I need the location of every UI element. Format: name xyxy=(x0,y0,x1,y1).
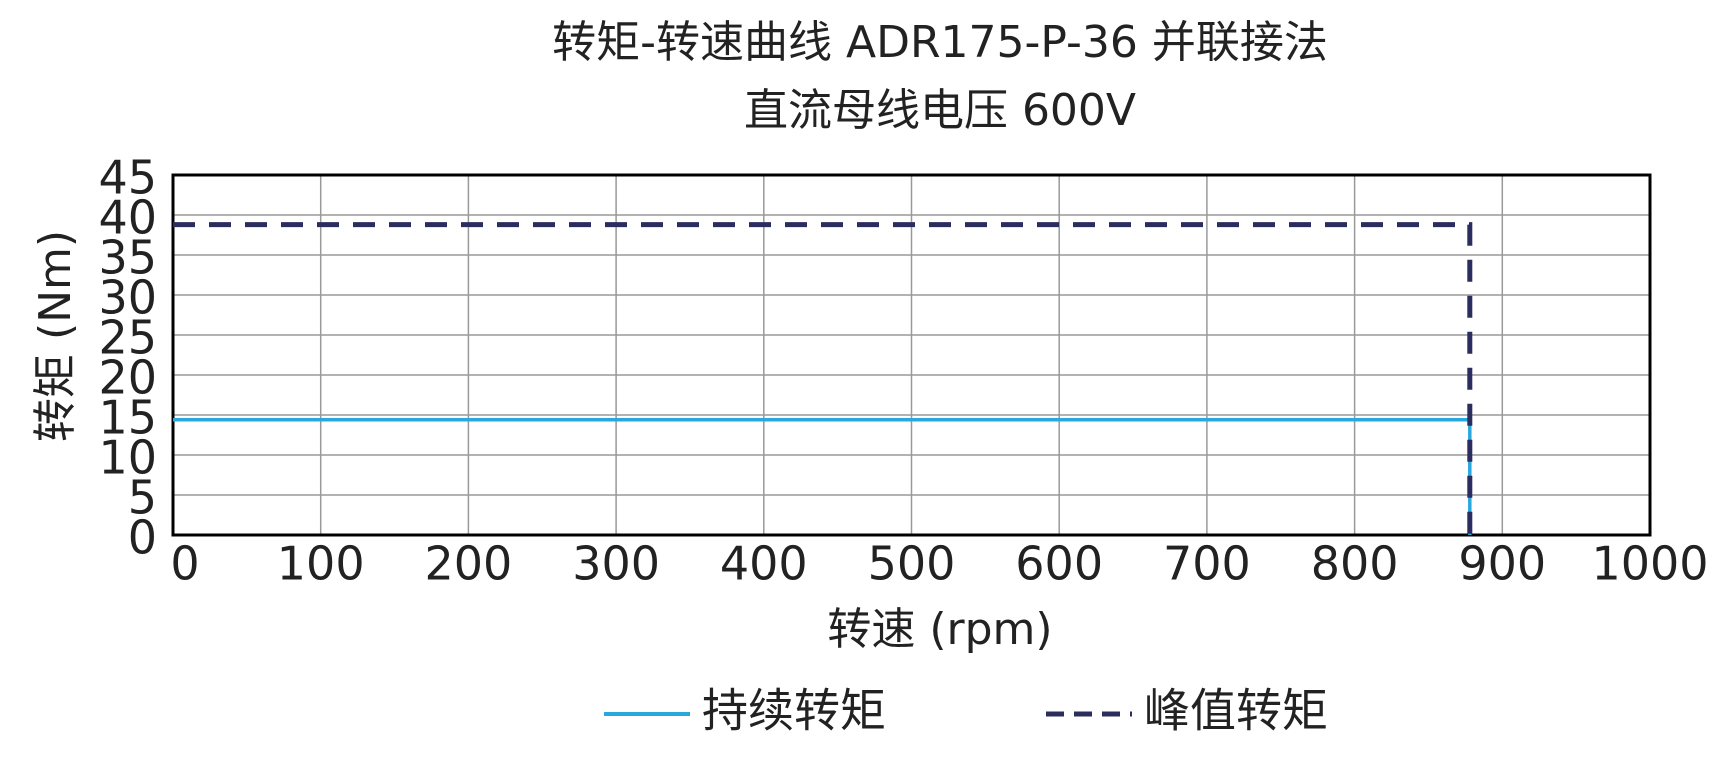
x-tick-label: 1000 xyxy=(1591,537,1708,591)
y-tick-label: 20 xyxy=(98,351,157,405)
chart-title: 转矩-转速曲线 ADR175-P-36 并联接法 xyxy=(552,17,1328,68)
x-tick-label: 600 xyxy=(1015,537,1103,591)
x-tick-label: 300 xyxy=(572,537,660,591)
x-tick-label: 0 xyxy=(170,537,199,591)
y-tick-label: 35 xyxy=(98,231,157,285)
x-tick-label: 500 xyxy=(868,537,956,591)
legend-label: 峰值转矩 xyxy=(1144,684,1328,738)
y-tick-label: 0 xyxy=(128,511,157,565)
x-tick-label: 800 xyxy=(1311,537,1399,591)
y-tick-label: 40 xyxy=(98,191,157,245)
y-tick-label: 15 xyxy=(98,391,157,445)
y-tick-label: 45 xyxy=(98,151,157,205)
plot-frame xyxy=(171,173,1652,537)
series-line xyxy=(173,418,1472,535)
x-tick-label: 400 xyxy=(720,537,808,591)
x-tick-label: 200 xyxy=(424,537,512,591)
y-tick-label: 25 xyxy=(98,311,157,365)
x-tick-label: 700 xyxy=(1163,537,1251,591)
y-tick-label: 30 xyxy=(98,271,157,325)
x-axis-label: 转速 (rpm) xyxy=(827,604,1052,655)
y-axis-label: 转矩 (Nm) xyxy=(30,230,81,442)
series-line xyxy=(173,222,1473,535)
x-tick-label: 900 xyxy=(1458,537,1546,591)
y-tick-label: 10 xyxy=(98,431,157,485)
y-tick-label: 5 xyxy=(128,471,157,525)
chart-subtitle: 直流母线电压 600V xyxy=(744,85,1136,136)
legend-label: 持续转矩 xyxy=(702,684,886,738)
x-tick-label: 100 xyxy=(277,537,365,591)
